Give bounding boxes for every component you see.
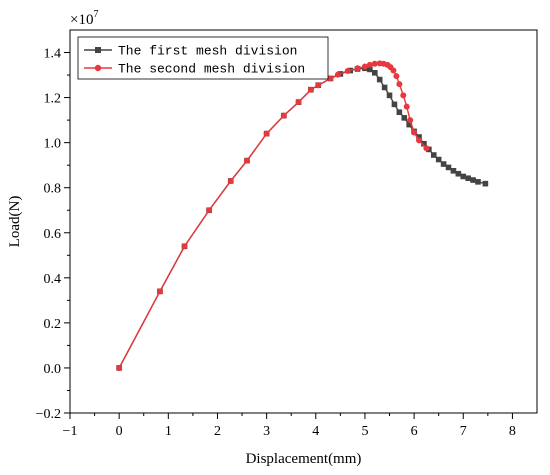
legend-label: The first mesh division [118, 44, 297, 59]
data-point [407, 117, 414, 124]
data-point [156, 288, 163, 295]
data-point [381, 84, 388, 91]
y-tick-label: 0.6 [44, 227, 62, 242]
data-point [460, 173, 467, 180]
data-point [450, 168, 457, 174]
series-1 [116, 65, 489, 371]
data-point [227, 177, 234, 184]
series-2 [116, 60, 430, 371]
data-point [423, 145, 430, 152]
x-tick-label: 3 [263, 424, 270, 439]
legend-item: The first mesh division [84, 44, 297, 59]
legend-marker [95, 47, 101, 53]
data-point [390, 67, 397, 74]
plot-frame [69, 29, 538, 414]
data-point [421, 140, 427, 147]
series-line [118, 62, 427, 369]
data-point [344, 68, 351, 75]
data-point [445, 164, 452, 171]
legend-item: The second mesh division [84, 62, 305, 77]
data-point [403, 103, 410, 110]
legend-label: The second mesh division [118, 62, 305, 77]
legend-box [77, 36, 329, 80]
data-point [400, 92, 407, 99]
x-tick-label: −1 [63, 424, 78, 439]
series-layer [116, 60, 489, 371]
data-point [366, 61, 373, 68]
x-tick-label: 0 [116, 424, 123, 439]
data-point [430, 152, 437, 158]
data-point [307, 86, 314, 93]
y-tick-label: 1.0 [44, 137, 62, 152]
y-multiplier: ×107 [70, 9, 98, 28]
data-point [396, 109, 403, 116]
data-point [401, 115, 408, 121]
data-point [367, 66, 373, 73]
tick-labels: −1 0 1 2 3 4 5 6 7 8 −0.2 0.0 0.2 0.4 0.6 0.8 1.0 1.2 1.4 [36, 47, 516, 439]
data-point [482, 180, 489, 187]
data-point [116, 364, 123, 371]
data-point [435, 156, 442, 163]
y-tick-label: 0.4 [44, 272, 62, 287]
x-tick-label: 6 [411, 424, 418, 439]
data-point [465, 175, 471, 182]
y-tick-label: −0.2 [36, 407, 61, 422]
data-point [386, 92, 393, 99]
x-tick-label: 4 [312, 424, 319, 439]
data-point [406, 121, 412, 128]
data-point [391, 101, 398, 108]
data-point [243, 157, 250, 164]
data-point [411, 129, 418, 136]
data-point [371, 60, 378, 67]
y-tick-label: 0.0 [44, 362, 62, 377]
data-point [295, 99, 302, 106]
data-point [327, 75, 334, 82]
x-tick-label: 8 [509, 424, 516, 439]
y-axis-title: Load(N) [7, 196, 23, 248]
y-tick-label: 0.8 [44, 182, 62, 197]
axis-ticks [64, 52, 513, 419]
data-point [455, 170, 462, 177]
data-point [440, 161, 447, 167]
data-point [416, 137, 423, 144]
data-point [396, 81, 403, 88]
data-point [376, 76, 383, 83]
y-tick-label: 1.2 [44, 92, 62, 107]
data-point [181, 243, 188, 250]
y-tick-label: 0.2 [44, 317, 62, 332]
data-point [280, 112, 287, 119]
x-tick-label: 2 [214, 424, 221, 439]
data-point [354, 65, 361, 72]
x-tick-label: 7 [460, 424, 467, 439]
series-line [118, 67, 486, 369]
data-point [475, 179, 481, 185]
x-tick-label: 1 [165, 424, 172, 439]
data-point [315, 82, 322, 89]
legend: The first mesh division The second mesh d… [77, 36, 329, 80]
x-axis-title: Displacement(mm) [246, 451, 362, 467]
data-point [334, 71, 341, 78]
data-point [470, 177, 476, 183]
data-point [206, 207, 213, 214]
data-point [416, 134, 422, 140]
x-tick-label: 5 [361, 424, 368, 439]
data-point [361, 63, 368, 70]
y-tick-label: 1.4 [44, 47, 62, 62]
data-point [371, 70, 378, 76]
data-point [263, 130, 270, 137]
legend-marker [94, 64, 102, 72]
data-point [393, 73, 400, 80]
